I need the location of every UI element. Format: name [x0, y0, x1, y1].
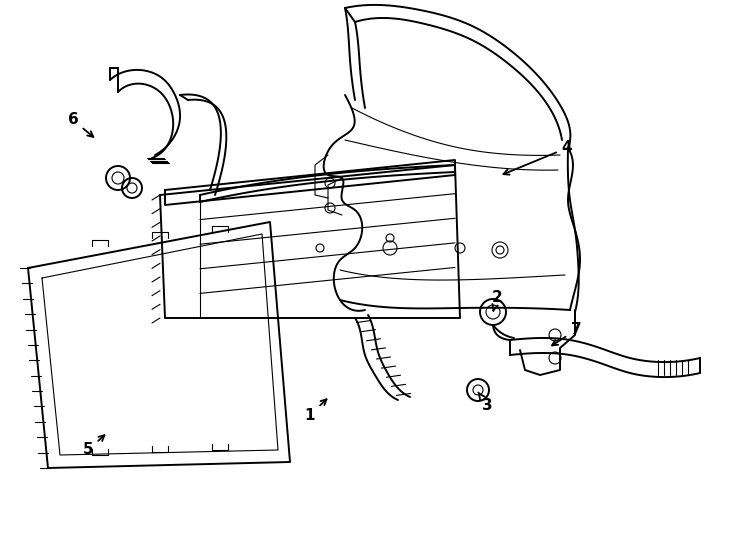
Text: 5: 5 [83, 435, 104, 457]
Text: 3: 3 [479, 393, 493, 413]
Text: 4: 4 [504, 140, 573, 174]
Text: 2: 2 [492, 291, 502, 311]
Text: 1: 1 [305, 399, 327, 422]
Text: 7: 7 [552, 322, 581, 346]
Text: 6: 6 [68, 112, 93, 137]
